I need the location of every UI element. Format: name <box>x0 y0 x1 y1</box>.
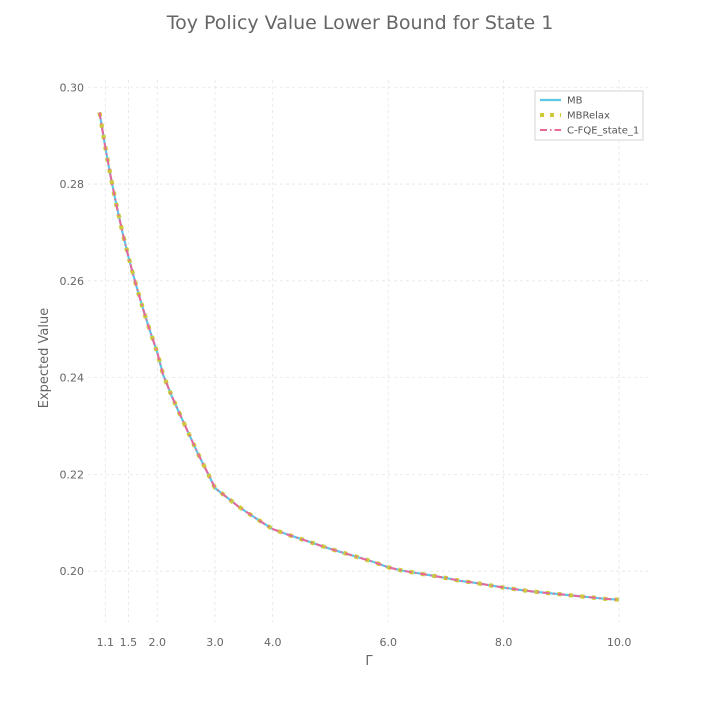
x-tick-label: 10.0 <box>607 636 632 649</box>
y-tick-label: 0.30 <box>60 81 85 94</box>
chart-title: Toy Policy Value Lower Bound for State 1 <box>166 12 554 34</box>
legend-label-mb: MB <box>567 96 583 107</box>
x-axis-ticks: 1.1 1.5 2.0 3.0 4.0 6.0 8.0 10.0 <box>97 636 632 649</box>
legend: MB MBRelax C-FQE_state_1 <box>534 90 644 141</box>
x-tick-label: 4.0 <box>264 636 282 649</box>
x-tick-label: 2.0 <box>149 636 167 649</box>
y-tick-label: 0.22 <box>60 468 85 481</box>
x-tick-label: 6.0 <box>379 636 397 649</box>
x-tick-label: 1.1 <box>97 636 115 649</box>
y-tick-label: 0.24 <box>60 372 85 385</box>
y-tick-label: 0.26 <box>60 275 85 288</box>
series-line-mbrelax <box>97 112 620 602</box>
grid <box>88 80 648 622</box>
x-axis-label: Γ <box>365 654 373 669</box>
x-tick-label: 1.5 <box>120 636 138 649</box>
x-tick-label: 3.0 <box>206 636 224 649</box>
series-line-c-fqe-state-1 <box>98 112 620 601</box>
y-tick-label: 0.20 <box>60 565 85 578</box>
series-line-mb <box>98 112 620 601</box>
legend-label-mbrelax: MBRelax <box>567 111 610 122</box>
legend-label-c-fqe-state-1: C-FQE_state_1 <box>567 126 639 137</box>
y-tick-label: 0.28 <box>60 178 85 191</box>
y-axis-label: Expected Value <box>37 308 52 408</box>
y-axis-ticks: 0.20 0.22 0.24 0.26 0.28 0.30 <box>60 81 85 578</box>
x-tick-label: 8.0 <box>495 636 513 649</box>
plot-series <box>97 112 620 602</box>
